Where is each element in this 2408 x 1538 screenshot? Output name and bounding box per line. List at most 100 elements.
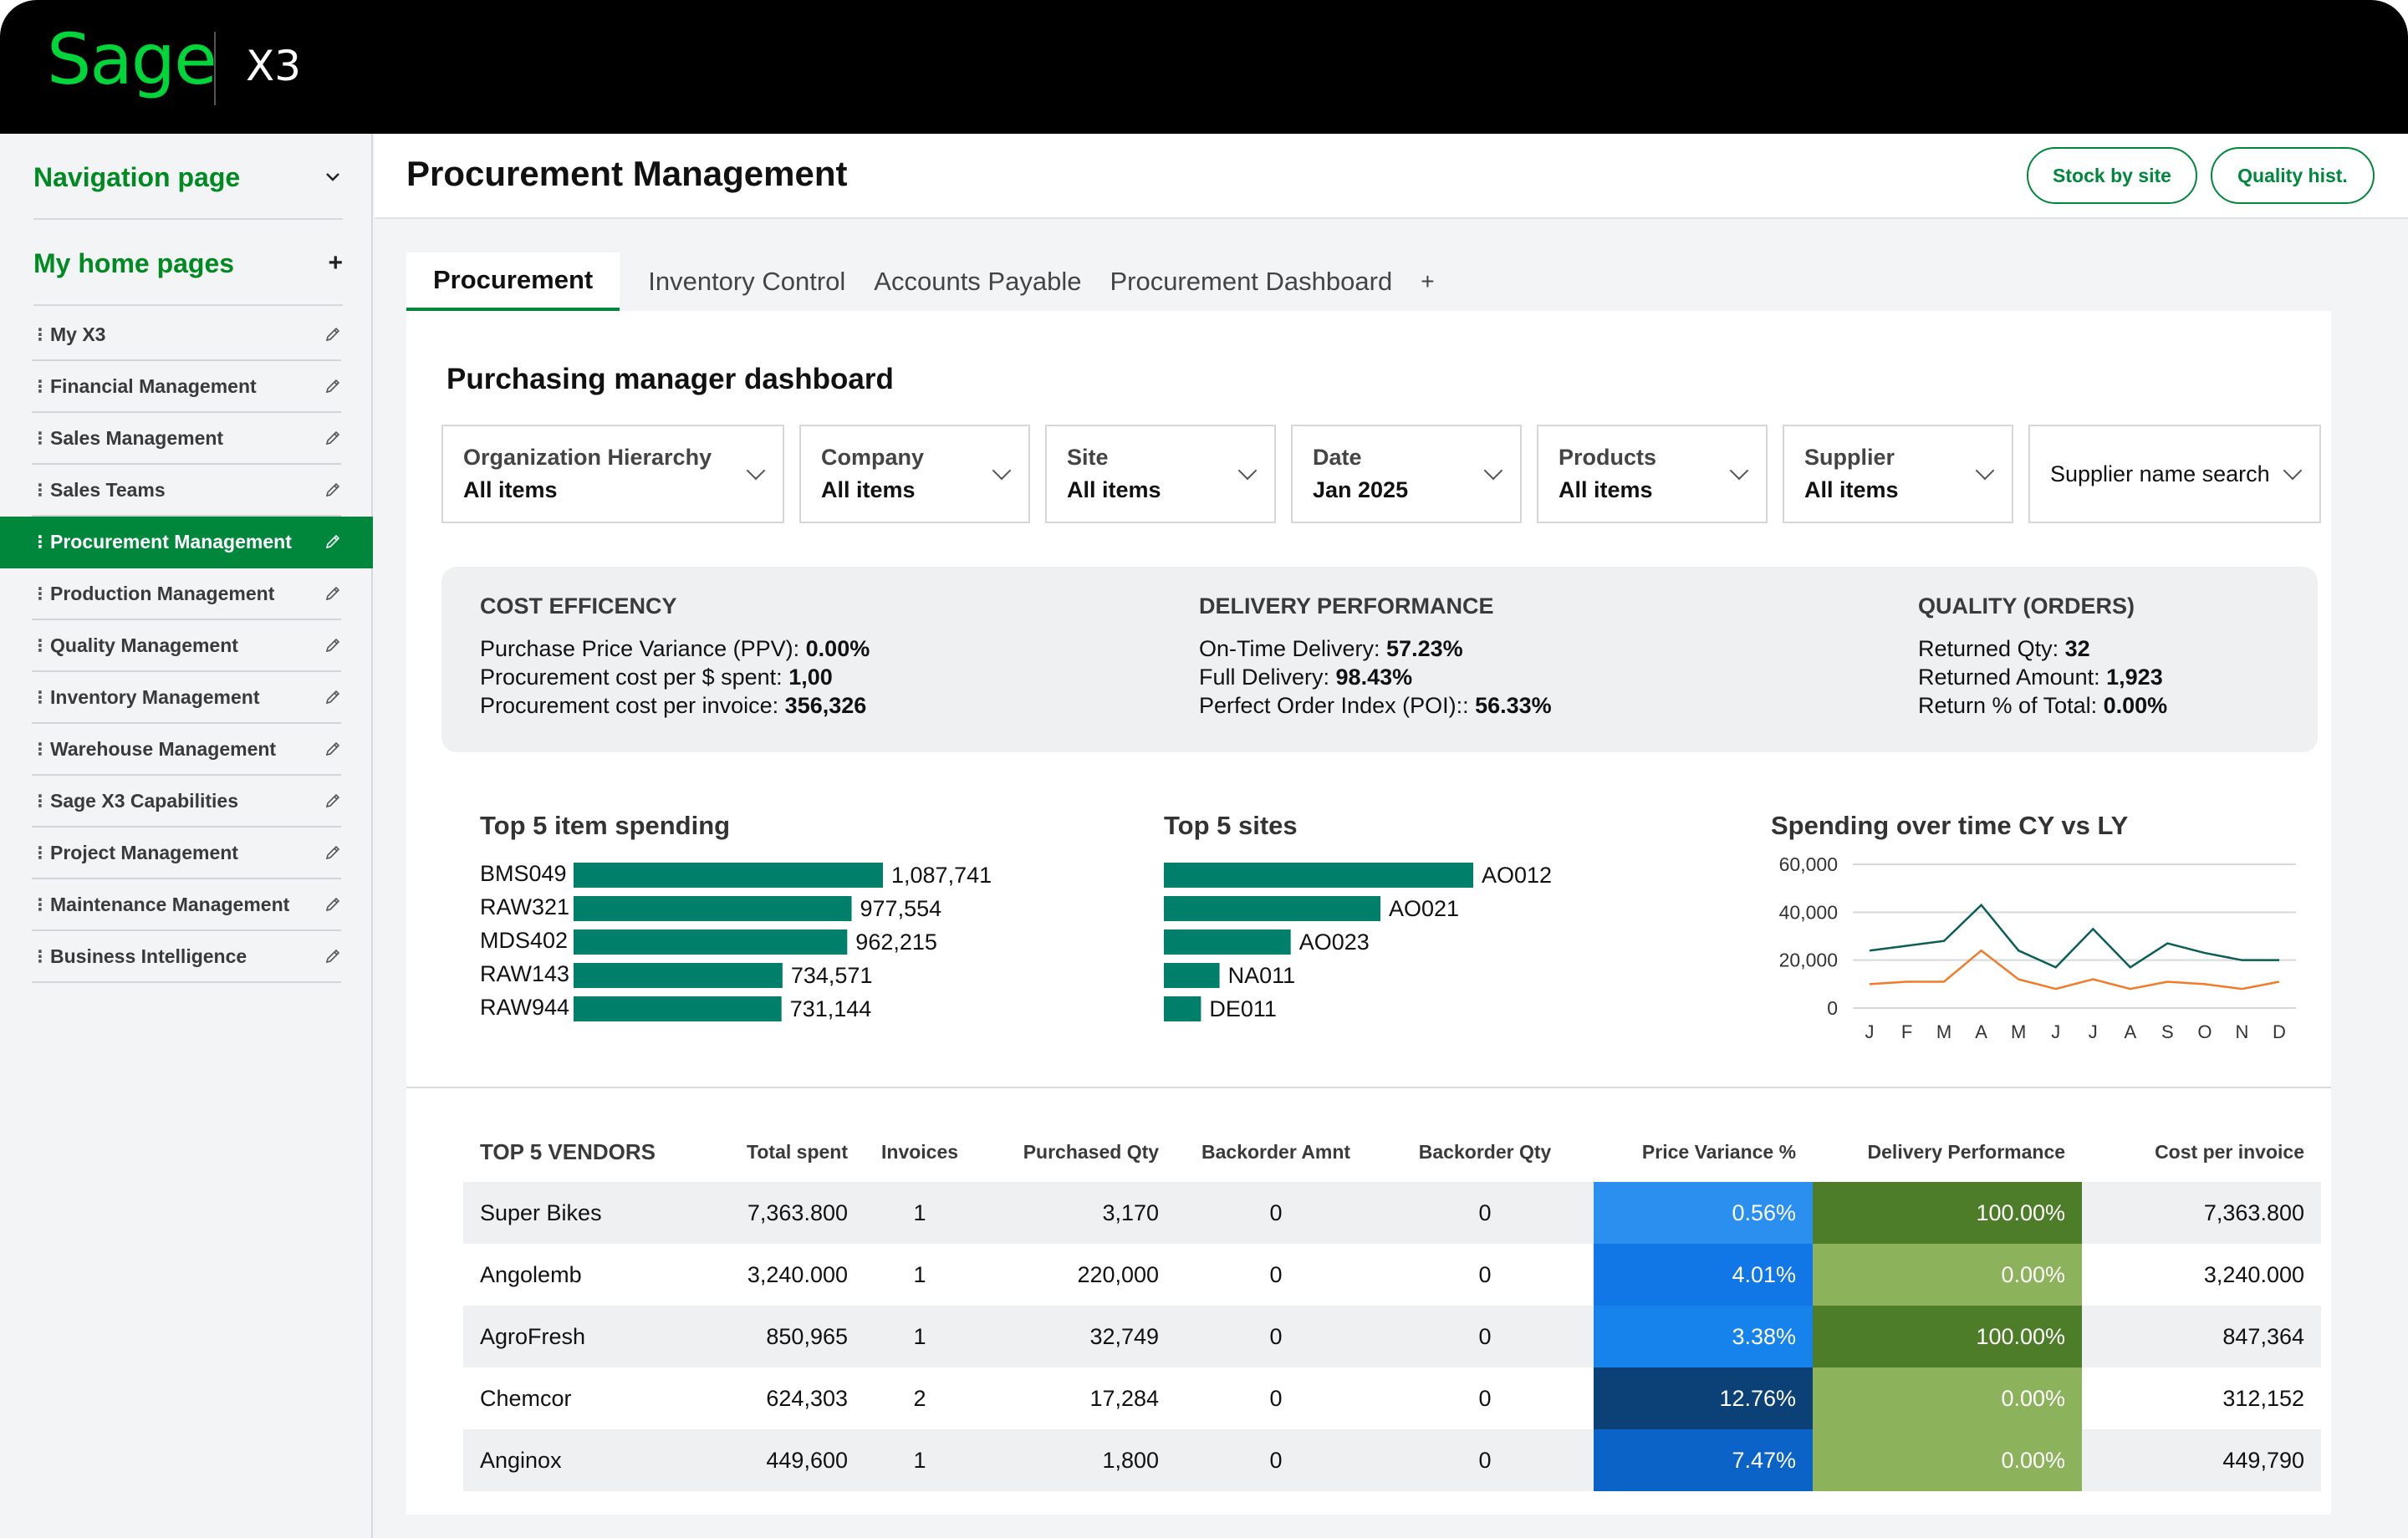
edit-pencil-icon[interactable] xyxy=(324,741,341,757)
drag-handle-icon[interactable]: ⋮ xyxy=(32,429,48,448)
quality-hist-button[interactable]: Quality hist. xyxy=(2211,147,2375,204)
kpi-row: Perfect Order Index (POI):: 56.33% xyxy=(1199,693,1552,718)
filter-site[interactable]: Site All items xyxy=(1045,425,1276,523)
sidebar-item-warehouse-management[interactable]: ⋮ Warehouse Management xyxy=(0,724,373,776)
edit-pencil-icon[interactable] xyxy=(324,792,341,809)
vendor-name: Angolemb xyxy=(480,1261,582,1287)
edit-pencil-icon[interactable] xyxy=(324,585,341,602)
kpi-row: Purchase Price Variance (PPV): 0.00% xyxy=(480,636,870,661)
sidebar-item-procurement-management[interactable]: ⋮ Procurement Management xyxy=(0,517,373,568)
drag-handle-icon[interactable]: ⋮ xyxy=(32,636,48,655)
sidebar-item-financial-management[interactable]: ⋮ Financial Management xyxy=(0,361,373,413)
add-icon[interactable]: + xyxy=(328,249,343,277)
col-delivery-performance[interactable]: Delivery Performance xyxy=(1867,1140,2066,1163)
col-purchased-qty[interactable]: Purchased Qty xyxy=(1023,1140,1160,1163)
edit-pencil-icon[interactable] xyxy=(324,326,341,343)
price-variance-cell: 4.01% xyxy=(1594,1244,1814,1306)
invoices-cell: 2 xyxy=(913,1385,926,1411)
sidebar-item-production-management[interactable]: ⋮ Production Management xyxy=(0,568,373,620)
sidebar-item-maintenance-management[interactable]: ⋮ Maintenance Management xyxy=(0,879,373,931)
sage-logo[interactable]: Sage xyxy=(47,18,217,100)
col-invoices[interactable]: Invoices xyxy=(881,1140,959,1163)
chevron-down-icon xyxy=(326,173,339,181)
table-row[interactable]: Anginox 449,600 1 1,800 0 0 7.47% 0.00% 449,790 xyxy=(463,1429,2321,1491)
delivery-performance-cell: 100.00% xyxy=(1813,1182,2083,1244)
table-row[interactable]: Angolemb 3,240.000 1 220,000 0 0 4.01% 0.00% 3,2… xyxy=(463,1244,2321,1306)
table-row[interactable]: AgroFresh 850,965 1 32,749 0 0 3.38% 100.00% 847… xyxy=(463,1306,2321,1367)
filter-organization-hierarchy[interactable]: Organization Hierarchy All items xyxy=(441,425,784,523)
section-divider xyxy=(406,1087,2331,1088)
edit-pencil-icon[interactable] xyxy=(324,481,341,498)
col-price-variance[interactable]: Price Variance % xyxy=(1641,1140,1797,1163)
sidebar-item-sales-teams[interactable]: ⋮ Sales Teams xyxy=(0,465,373,517)
x-tick-label: J xyxy=(2051,1021,2060,1042)
drag-handle-icon[interactable]: ⋮ xyxy=(32,325,48,344)
sidebar-item-sage-x3-capabilities[interactable]: ⋮ Sage X3 Capabilities xyxy=(0,776,373,828)
filter-company[interactable]: Company All items xyxy=(799,425,1030,523)
col-backorder-amnt[interactable]: Backorder Amnt xyxy=(1201,1140,1351,1163)
supplier-name-search[interactable]: Supplier name search xyxy=(2028,425,2321,523)
table-row[interactable]: Chemcor 624,303 2 17,284 0 0 12.76% 0.00% 312,15… xyxy=(463,1367,2321,1429)
sidebar-item-quality-management[interactable]: ⋮ Quality Management xyxy=(0,620,373,672)
col-total-spent[interactable]: Total spent xyxy=(747,1140,848,1163)
sidebar-item-sales-management[interactable]: ⋮ Sales Management xyxy=(0,413,373,465)
table-row[interactable]: Super Bikes 7,363.800 1 3,170 0 0 0.56% 100.00%… xyxy=(463,1182,2321,1244)
navigation-page-toggle[interactable]: Navigation page xyxy=(33,136,343,220)
sidebar-item-inventory-management[interactable]: ⋮ Inventory Management xyxy=(0,672,373,724)
total-spent-cell: 3,240.000 xyxy=(747,1261,848,1287)
stock-by-site-button[interactable]: Stock by site xyxy=(2027,147,2197,204)
sidebar-item-label: Warehouse Management xyxy=(50,737,277,760)
drag-handle-icon[interactable]: ⋮ xyxy=(32,843,48,863)
filter-label: Products xyxy=(1559,445,1657,470)
edit-pencil-icon[interactable] xyxy=(324,378,341,395)
tab-procurement-dashboard[interactable]: Procurement Dashboard xyxy=(1110,267,1393,296)
backorder-amnt-cell: 0 xyxy=(1176,1182,1377,1244)
delivery-performance-cell: 100.00% xyxy=(1813,1306,2083,1367)
bar xyxy=(1164,929,1291,955)
drag-handle-icon[interactable]: ⋮ xyxy=(32,792,48,811)
bar xyxy=(574,863,883,888)
backorder-qty-cell: 0 xyxy=(1478,1261,1492,1287)
sidebar-item-business-intelligence[interactable]: ⋮ Business Intelligence xyxy=(0,931,373,983)
purchased-qty-cell: 220,000 xyxy=(1077,1261,1160,1287)
edit-pencil-icon[interactable] xyxy=(324,533,341,550)
edit-pencil-icon[interactable] xyxy=(324,430,341,446)
edit-pencil-icon[interactable] xyxy=(324,637,341,654)
edit-pencil-icon[interactable] xyxy=(324,948,341,965)
tab-accounts-payable[interactable]: Accounts Payable xyxy=(874,267,1082,296)
edit-pencil-icon[interactable] xyxy=(324,896,341,913)
filter-date[interactable]: Date Jan 2025 xyxy=(1291,425,1522,523)
sidebar-item-project-management[interactable]: ⋮ Project Management xyxy=(0,828,373,879)
drag-handle-icon[interactable]: ⋮ xyxy=(32,947,48,966)
tab-inventory-control[interactable]: Inventory Control xyxy=(648,267,846,296)
sidebar-item-label: Business Intelligence xyxy=(50,945,247,967)
total-spent-cell: 449,600 xyxy=(714,1429,865,1491)
drag-handle-icon[interactable]: ⋮ xyxy=(32,532,48,552)
tab-procurement[interactable]: Procurement xyxy=(406,252,620,311)
bar xyxy=(1164,863,1473,888)
drag-handle-icon[interactable]: ⋮ xyxy=(32,481,48,500)
edit-pencil-icon[interactable] xyxy=(324,689,341,705)
filter-value: All items xyxy=(1804,477,1899,502)
filter-products[interactable]: Products All items xyxy=(1537,425,1768,523)
cost-per-invoice-cell: 312,152 xyxy=(2222,1385,2304,1411)
drag-handle-icon[interactable]: ⋮ xyxy=(32,740,48,759)
backorder-amnt-cell: 0 xyxy=(1269,1261,1283,1287)
edit-pencil-icon[interactable] xyxy=(324,844,341,861)
drag-handle-icon[interactable]: ⋮ xyxy=(32,584,48,603)
kpi-heading: COST EFFICENCY xyxy=(480,593,677,619)
backorder-qty-cell: 0 xyxy=(1478,1385,1492,1411)
kpi-row: Procurement cost per $ spent: 1,00 xyxy=(480,665,833,690)
bar xyxy=(574,929,848,955)
filter-supplier[interactable]: Supplier All items xyxy=(1783,425,2013,523)
col-backorder-qty[interactable]: Backorder Qty xyxy=(1418,1140,1552,1163)
y-tick-label: 40,000 xyxy=(1779,901,1838,923)
sidebar-item-my-x3[interactable]: ⋮ My X3 xyxy=(0,309,373,361)
drag-handle-icon[interactable]: ⋮ xyxy=(32,688,48,707)
add-tab-button[interactable]: + xyxy=(1421,268,1435,294)
kpi-quality-orders: QUALITY (ORDERS) Returned Qty: 32 Return… xyxy=(1918,593,2167,720)
col-cost-per-invoice[interactable]: Cost per invoice xyxy=(2155,1140,2304,1163)
drag-handle-icon[interactable]: ⋮ xyxy=(32,377,48,396)
drag-handle-icon[interactable]: ⋮ xyxy=(32,895,48,914)
bar-category-label: MDS402 xyxy=(480,928,568,953)
